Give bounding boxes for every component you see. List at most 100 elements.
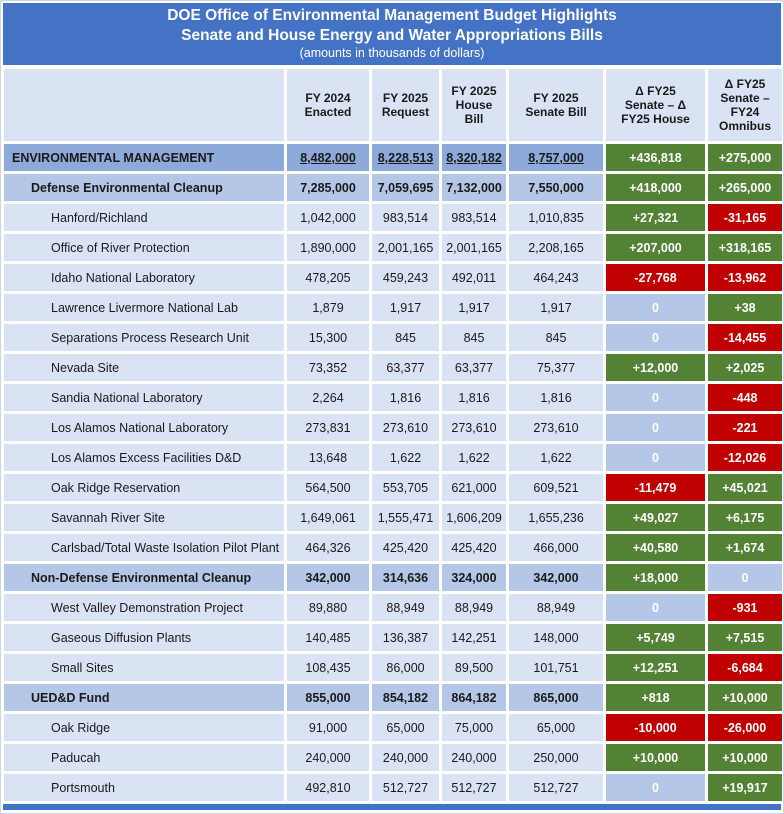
delta-cell: +275,000: [708, 144, 782, 171]
row-label: Oak Ridge Reservation: [4, 474, 284, 501]
value-cell: 845: [509, 324, 603, 351]
delta-cell: +436,818: [606, 144, 705, 171]
value-cell: 425,420: [372, 534, 439, 561]
page-subtitle: Senate and House Energy and Water Approp…: [181, 26, 603, 44]
value-cell: 1,622: [509, 444, 603, 471]
value-cell: 63,377: [372, 354, 439, 381]
value-cell: 15,300: [287, 324, 369, 351]
value-cell: 609,521: [509, 474, 603, 501]
value-cell: 492,810: [287, 774, 369, 801]
delta-cell: +5,749: [606, 624, 705, 651]
row-label: Non-Defense Environmental Cleanup: [4, 564, 284, 591]
value-cell: 464,243: [509, 264, 603, 291]
delta-cell: -6,684: [708, 654, 782, 681]
value-cell: 855,000: [287, 684, 369, 711]
value-cell: 1,010,835: [509, 204, 603, 231]
value-cell: 8,482,000: [287, 144, 369, 171]
value-cell: 13,648: [287, 444, 369, 471]
value-cell: 1,622: [372, 444, 439, 471]
delta-cell: +10,000: [708, 684, 782, 711]
column-header-blank: [4, 69, 284, 141]
value-cell: 240,000: [442, 744, 506, 771]
value-cell: 342,000: [509, 564, 603, 591]
value-cell: 478,205: [287, 264, 369, 291]
delta-cell: +818: [606, 684, 705, 711]
delta-cell: +418,000: [606, 174, 705, 201]
value-cell: 466,000: [509, 534, 603, 561]
delta-cell: 0: [606, 594, 705, 621]
value-cell: 2,001,165: [442, 234, 506, 261]
value-cell: 140,485: [287, 624, 369, 651]
value-cell: 1,622: [442, 444, 506, 471]
delta-cell: +12,000: [606, 354, 705, 381]
value-cell: 240,000: [287, 744, 369, 771]
column-header-delta-senate-house: Δ FY25 Senate – Δ FY25 House: [606, 69, 705, 141]
table-row: Gaseous Diffusion Plants 140,485 136,387 14…: [4, 624, 782, 651]
delta-cell: 0: [606, 774, 705, 801]
budget-table: FY 2024 Enacted FY 2025 Request FY 2025 …: [1, 66, 784, 804]
row-label: Idaho National Laboratory: [4, 264, 284, 291]
row-label: Nevada Site: [4, 354, 284, 381]
table-row: Office of River Protection 1,890,000 2,001…: [4, 234, 782, 261]
value-cell: 1,816: [509, 384, 603, 411]
value-cell: 324,000: [442, 564, 506, 591]
value-cell: 1,042,000: [287, 204, 369, 231]
value-cell: 65,000: [509, 714, 603, 741]
delta-cell: +318,165: [708, 234, 782, 261]
page-title: DOE Office of Environmental Management B…: [167, 7, 617, 25]
bottom-accent-bar: [3, 804, 781, 810]
value-cell: 273,831: [287, 414, 369, 441]
value-cell: 512,727: [509, 774, 603, 801]
delta-cell: 0: [606, 384, 705, 411]
column-header-delta-senate-omnibus: Δ FY25 Senate – FY24 Omnibus: [708, 69, 782, 141]
table-row: Oak Ridge Reservation 564,500 553,705 621,0…: [4, 474, 782, 501]
delta-cell: +207,000: [606, 234, 705, 261]
value-cell: 342,000: [287, 564, 369, 591]
delta-cell: 0: [606, 414, 705, 441]
value-cell: 73,352: [287, 354, 369, 381]
value-cell: 108,435: [287, 654, 369, 681]
value-cell: 459,243: [372, 264, 439, 291]
value-cell: 250,000: [509, 744, 603, 771]
delta-cell: -12,026: [708, 444, 782, 471]
value-cell: 8,320,182: [442, 144, 506, 171]
value-cell: 1,606,209: [442, 504, 506, 531]
row-label: Carlsbad/Total Waste Isolation Pilot Pla…: [4, 534, 284, 561]
table-row: UED&D Fund 855,000 854,182 864,182 865,000 +8…: [4, 684, 782, 711]
value-cell: 273,610: [372, 414, 439, 441]
value-cell: 101,751: [509, 654, 603, 681]
delta-cell: 0: [708, 564, 782, 591]
value-cell: 845: [442, 324, 506, 351]
row-label: Separations Process Research Unit: [4, 324, 284, 351]
table-row: Lawrence Livermore National Lab 1,879 1,91…: [4, 294, 782, 321]
value-cell: 2,208,165: [509, 234, 603, 261]
value-cell: 1,655,236: [509, 504, 603, 531]
value-cell: 88,949: [442, 594, 506, 621]
table-row: Idaho National Laboratory 478,205 459,243 4…: [4, 264, 782, 291]
value-cell: 864,182: [442, 684, 506, 711]
table-row: ENVIRONMENTAL MANAGEMENT 8,482,000 8,228,5…: [4, 144, 782, 171]
value-cell: 75,377: [509, 354, 603, 381]
value-cell: 89,500: [442, 654, 506, 681]
column-header-fy2025-house-bill: FY 2025 House Bill: [442, 69, 506, 141]
table-row: Defense Environmental Cleanup 7,285,000 7,…: [4, 174, 782, 201]
value-cell: 88,949: [509, 594, 603, 621]
delta-cell: -448: [708, 384, 782, 411]
value-cell: 854,182: [372, 684, 439, 711]
value-cell: 512,727: [442, 774, 506, 801]
value-cell: 314,636: [372, 564, 439, 591]
table-row: Separations Process Research Unit 15,300 8…: [4, 324, 782, 351]
value-cell: 425,420: [442, 534, 506, 561]
table-row: Sandia National Laboratory 2,264 1,816 1,81…: [4, 384, 782, 411]
value-cell: 8,228,513: [372, 144, 439, 171]
delta-cell: 0: [606, 294, 705, 321]
value-cell: 464,326: [287, 534, 369, 561]
delta-cell: +2,025: [708, 354, 782, 381]
delta-cell: +45,021: [708, 474, 782, 501]
value-cell: 2,264: [287, 384, 369, 411]
table-row: Paducah 240,000 240,000 240,000 250,000 +10,0…: [4, 744, 782, 771]
delta-cell: -31,165: [708, 204, 782, 231]
delta-cell: +18,000: [606, 564, 705, 591]
value-cell: 1,816: [372, 384, 439, 411]
value-cell: 1,816: [442, 384, 506, 411]
